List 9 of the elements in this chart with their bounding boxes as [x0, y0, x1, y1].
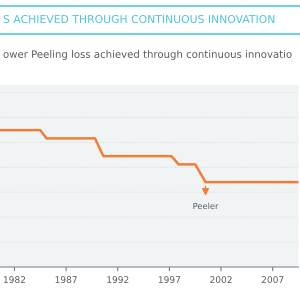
annotation: Peeler	[193, 202, 218, 210]
x-tick-label: 1992	[107, 276, 128, 284]
chart-subtitle: ower Peeling loss achieved through continuous innovatio	[4, 50, 292, 60]
x-tick-label: 1987	[56, 276, 77, 284]
x-tick-label: 2002	[210, 276, 232, 284]
x-tick-label: 1997	[158, 276, 180, 284]
x-tick-label: 1982	[4, 276, 26, 284]
x-tick-label: 2007	[262, 276, 284, 284]
chart-title: S ACHIEVED THROUGH CONTINUOUS INNOVATION	[4, 14, 274, 24]
